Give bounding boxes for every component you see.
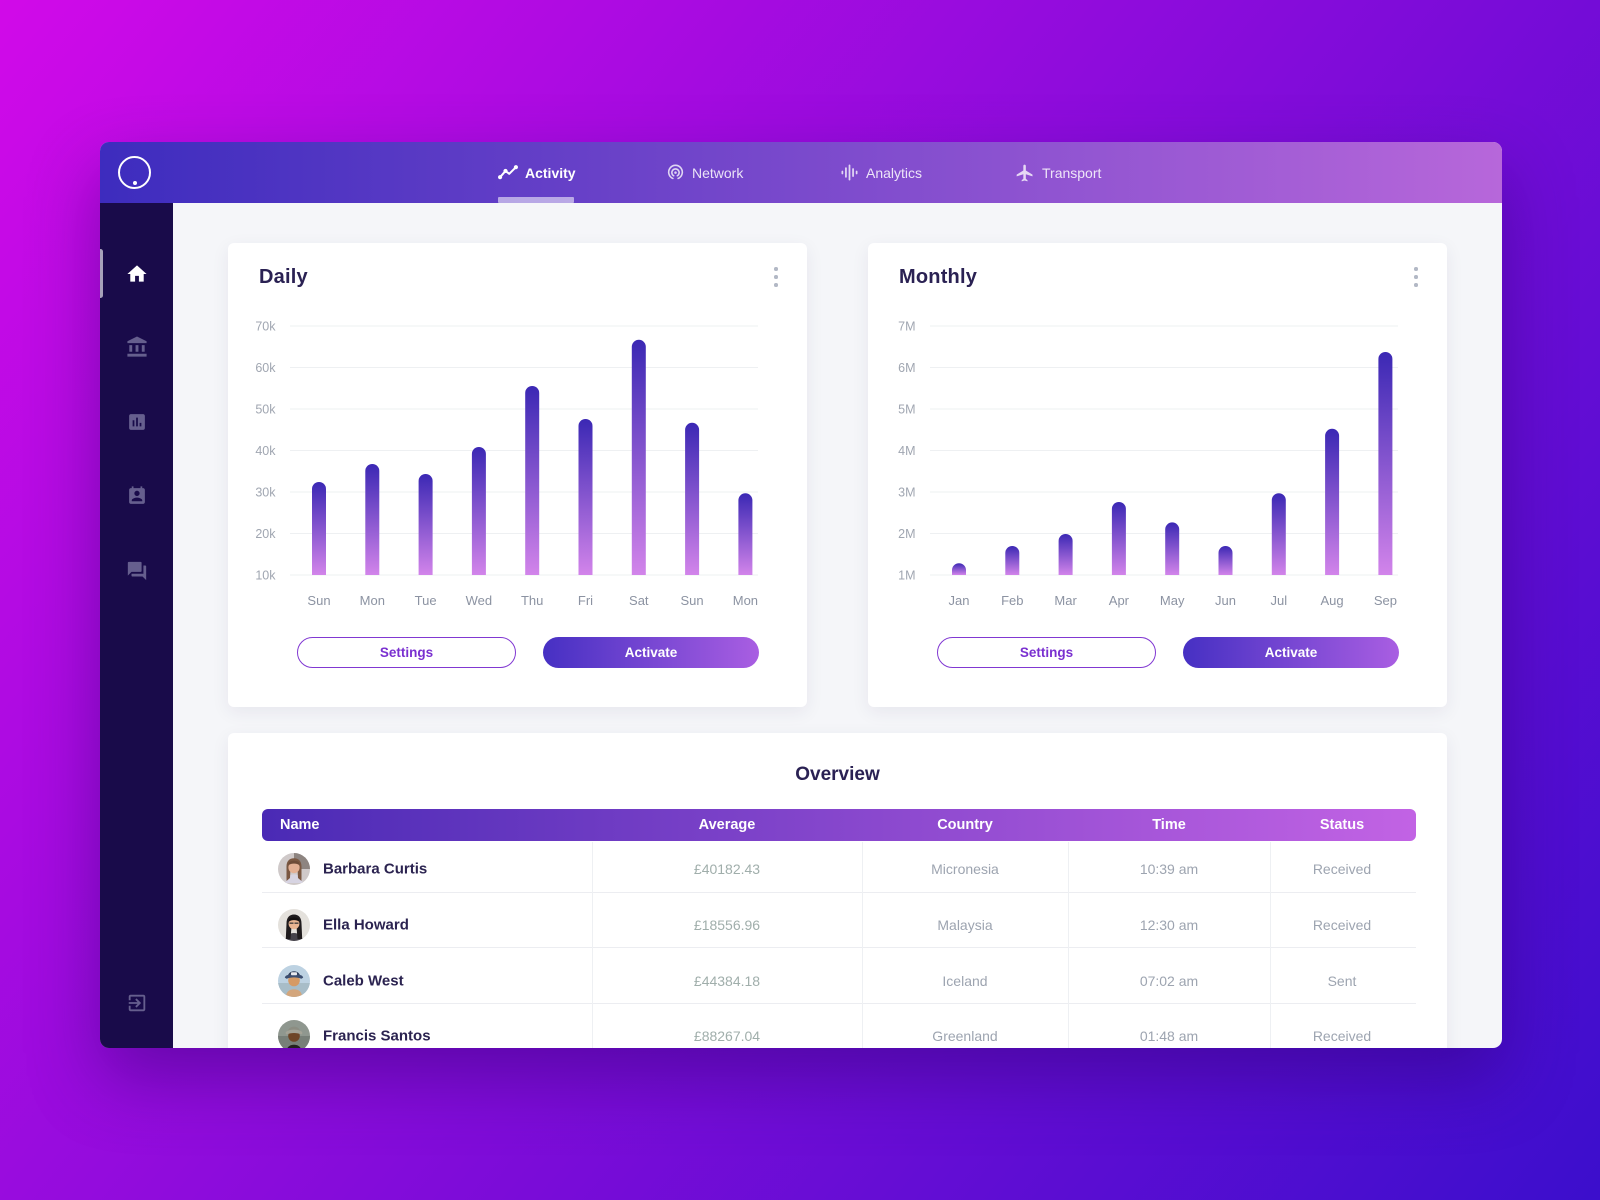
svg-text:50k: 50k <box>255 403 276 417</box>
svg-text:20k: 20k <box>255 527 276 541</box>
svg-text:10k: 10k <box>255 569 276 583</box>
svg-text:60k: 60k <box>255 361 276 375</box>
svg-text:Mar: Mar <box>1054 593 1077 608</box>
svg-text:Sat: Sat <box>629 593 649 608</box>
svg-text:Wed: Wed <box>466 593 493 608</box>
svg-text:70k: 70k <box>255 320 276 334</box>
svg-text:Sun: Sun <box>681 593 704 608</box>
svg-text:Jan: Jan <box>949 593 970 608</box>
svg-text:5M: 5M <box>898 403 915 417</box>
svg-text:Aug: Aug <box>1321 593 1344 608</box>
svg-text:40k: 40k <box>255 444 276 458</box>
svg-text:Tue: Tue <box>415 593 437 608</box>
svg-text:Thu: Thu <box>521 593 543 608</box>
svg-text:Apr: Apr <box>1109 593 1130 608</box>
svg-text:Mon: Mon <box>733 593 758 608</box>
svg-text:2M: 2M <box>898 527 915 541</box>
svg-text:Jul: Jul <box>1270 593 1287 608</box>
svg-text:6M: 6M <box>898 361 915 375</box>
svg-text:4M: 4M <box>898 444 915 458</box>
svg-text:30k: 30k <box>255 486 276 500</box>
svg-text:3M: 3M <box>898 486 915 500</box>
svg-text:7M: 7M <box>898 320 915 334</box>
svg-text:1M: 1M <box>898 569 915 583</box>
svg-text:May: May <box>1160 593 1185 608</box>
svg-text:Sep: Sep <box>1374 593 1397 608</box>
svg-text:Feb: Feb <box>1001 593 1023 608</box>
svg-text:Sun: Sun <box>307 593 330 608</box>
svg-text:Mon: Mon <box>360 593 385 608</box>
svg-text:Jun: Jun <box>1215 593 1236 608</box>
svg-text:Fri: Fri <box>578 593 593 608</box>
